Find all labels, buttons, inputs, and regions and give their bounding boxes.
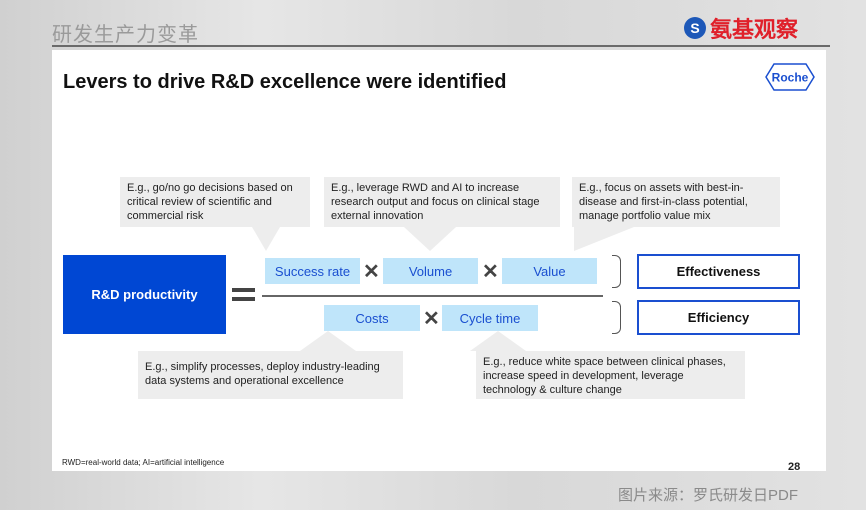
roche-logo: Roche bbox=[765, 63, 815, 91]
svg-text:Roche: Roche bbox=[772, 71, 809, 85]
slide-title: Levers to drive R&D excellence were iden… bbox=[63, 71, 507, 93]
equals-sign-bar bbox=[232, 297, 255, 301]
volume-box: Volume bbox=[383, 258, 478, 284]
rd-productivity-box: R&D productivity bbox=[63, 255, 226, 334]
callout-cycle-time: E.g., reduce white space between clinica… bbox=[476, 351, 745, 399]
success-rate-box: Success rate bbox=[265, 258, 360, 284]
times-icon: ✕ bbox=[363, 261, 380, 283]
callout-pointer bbox=[300, 331, 356, 351]
callout-pointer bbox=[404, 227, 456, 251]
value-box: Value bbox=[502, 258, 597, 284]
brand-logo: S 氨基观察 bbox=[684, 12, 798, 44]
costs-box: Costs bbox=[324, 305, 420, 331]
section-title: 研发生产力变革 bbox=[52, 24, 199, 46]
callout-success-rate: E.g., go/no go decisions based on critic… bbox=[120, 177, 310, 227]
brace-icon bbox=[612, 255, 621, 288]
brand-name: 氨基观察 bbox=[710, 17, 799, 42]
callout-pointer bbox=[252, 227, 280, 251]
equals-sign bbox=[232, 288, 255, 292]
times-icon: ✕ bbox=[482, 261, 499, 283]
brace-icon bbox=[612, 301, 621, 334]
image-source: 图片来源：罗氏研发日PDF bbox=[618, 487, 799, 504]
efficiency-box: Efficiency bbox=[637, 300, 800, 335]
fraction-line bbox=[262, 295, 603, 297]
callout-costs: E.g., simplify processes, deploy industr… bbox=[138, 351, 403, 399]
callout-value: E.g., focus on assets with best-in-disea… bbox=[572, 177, 780, 227]
footnote: RWD=real-world data; AI=artificial intel… bbox=[62, 458, 225, 467]
callout-pointer bbox=[574, 227, 634, 251]
callout-pointer bbox=[470, 331, 526, 351]
brand-icon: S bbox=[684, 17, 706, 39]
cycle-time-box: Cycle time bbox=[442, 305, 538, 331]
effectiveness-box: Effectiveness bbox=[637, 254, 800, 289]
header-divider bbox=[52, 45, 830, 47]
times-icon: ✕ bbox=[423, 308, 440, 330]
page-number: 28 bbox=[788, 461, 801, 473]
callout-volume: E.g., leverage RWD and AI to increase re… bbox=[324, 177, 560, 227]
